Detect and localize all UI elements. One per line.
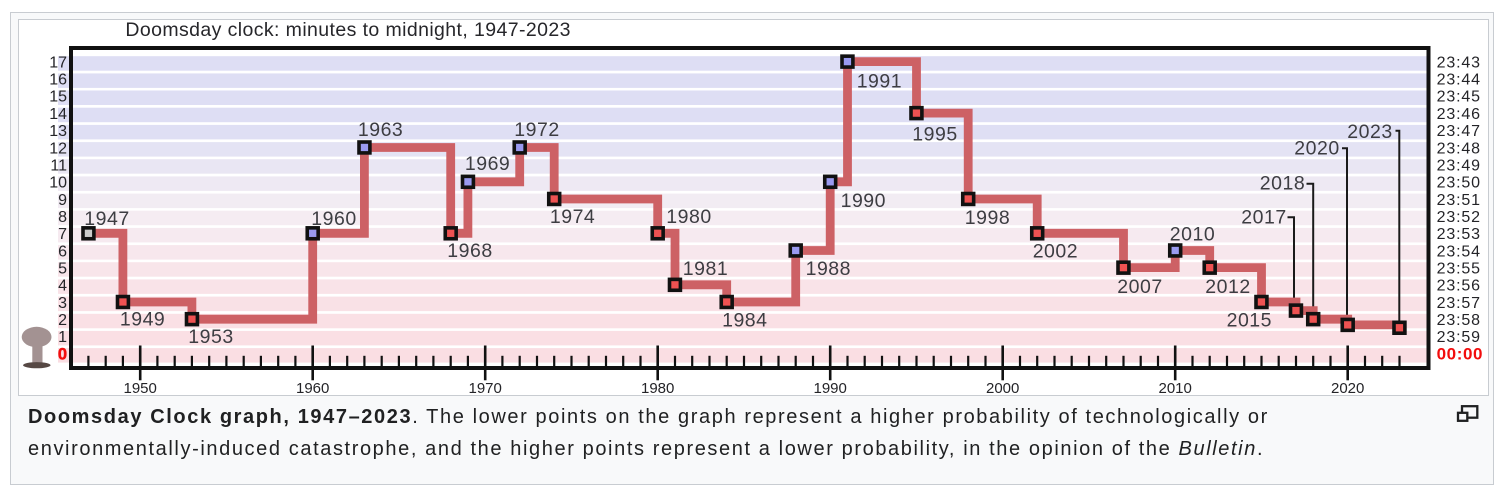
svg-text:23:52: 23:52 [1437, 209, 1481, 226]
svg-text:23:50: 23:50 [1437, 175, 1481, 192]
svg-text:1970: 1970 [469, 380, 502, 397]
svg-text:2: 2 [58, 312, 67, 329]
svg-text:1: 1 [58, 329, 67, 346]
svg-text:23:55: 23:55 [1437, 260, 1481, 277]
svg-text:1990: 1990 [841, 190, 886, 212]
svg-text:2002: 2002 [1033, 241, 1078, 263]
svg-text:1980: 1980 [641, 380, 674, 397]
svg-text:0: 0 [58, 346, 67, 364]
svg-text:1969: 1969 [465, 153, 510, 175]
svg-text:1990: 1990 [814, 380, 847, 397]
svg-text:1949: 1949 [120, 309, 165, 331]
svg-text:6: 6 [58, 243, 67, 260]
svg-text:23:44: 23:44 [1437, 72, 1481, 89]
svg-text:23:49: 23:49 [1437, 157, 1481, 174]
svg-text:1947: 1947 [84, 208, 129, 230]
svg-text:17: 17 [49, 54, 67, 71]
svg-text:00:00: 00:00 [1437, 345, 1483, 364]
svg-text:9: 9 [58, 192, 67, 209]
svg-text:2020: 2020 [1294, 137, 1339, 159]
svg-text:1980: 1980 [666, 206, 711, 228]
svg-text:1974: 1974 [550, 206, 595, 228]
svg-text:23:51: 23:51 [1437, 192, 1481, 209]
svg-text:1988: 1988 [806, 258, 851, 280]
svg-text:1953: 1953 [188, 326, 233, 348]
svg-text:12: 12 [49, 140, 67, 157]
svg-text:23:54: 23:54 [1437, 243, 1481, 260]
svg-text:23:43: 23:43 [1437, 54, 1481, 71]
svg-text:Doomsday clock: minutes to mid: Doomsday clock: minutes to midnight, 194… [125, 19, 570, 41]
svg-text:8: 8 [58, 209, 67, 226]
svg-text:1991: 1991 [857, 71, 902, 93]
svg-text:14: 14 [49, 106, 67, 123]
svg-text:23:46: 23:46 [1437, 106, 1481, 123]
svg-text:15: 15 [49, 89, 67, 106]
svg-text:2000: 2000 [986, 380, 1019, 397]
svg-text:2015: 2015 [1227, 310, 1272, 332]
svg-text:2012: 2012 [1205, 276, 1250, 298]
svg-text:23:48: 23:48 [1437, 140, 1481, 157]
svg-text:1968: 1968 [447, 240, 492, 262]
svg-text:23:53: 23:53 [1437, 226, 1481, 243]
svg-text:2018: 2018 [1260, 173, 1305, 195]
svg-text:2010: 2010 [1159, 380, 1192, 397]
svg-text:7: 7 [58, 226, 67, 243]
svg-text:23:45: 23:45 [1437, 89, 1481, 106]
svg-text:4: 4 [58, 278, 67, 295]
svg-text:1984: 1984 [722, 310, 767, 332]
svg-text:1972: 1972 [514, 119, 559, 141]
svg-text:1995: 1995 [912, 124, 957, 146]
svg-text:1960: 1960 [296, 380, 329, 397]
svg-text:1950: 1950 [124, 380, 157, 397]
svg-text:1998: 1998 [965, 207, 1010, 229]
svg-text:16: 16 [49, 72, 67, 89]
svg-text:11: 11 [50, 157, 67, 174]
svg-text:1981: 1981 [683, 258, 728, 280]
svg-text:2010: 2010 [1170, 224, 1215, 246]
svg-text:23:56: 23:56 [1437, 278, 1481, 295]
svg-text:2017: 2017 [1241, 207, 1286, 229]
svg-text:1963: 1963 [358, 119, 403, 141]
svg-text:23:57: 23:57 [1437, 295, 1481, 312]
svg-text:2007: 2007 [1117, 276, 1162, 298]
svg-text:1960: 1960 [311, 208, 356, 230]
svg-text:2020: 2020 [1331, 380, 1364, 397]
svg-text:10: 10 [49, 175, 67, 192]
svg-text:3: 3 [58, 295, 67, 312]
svg-text:13: 13 [49, 123, 67, 140]
svg-text:23:47: 23:47 [1437, 123, 1481, 140]
svg-text:23:58: 23:58 [1437, 312, 1481, 329]
svg-text:5: 5 [58, 260, 67, 277]
svg-text:23:59: 23:59 [1437, 329, 1481, 346]
svg-text:2023: 2023 [1347, 121, 1392, 143]
